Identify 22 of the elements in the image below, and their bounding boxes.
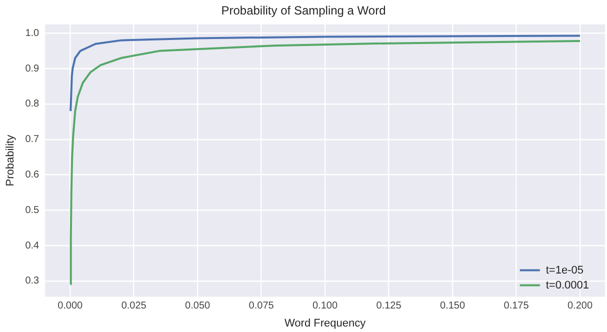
x-tick-label: 0.100 bbox=[312, 300, 338, 312]
x-tick-label: 0.025 bbox=[121, 300, 147, 312]
x-axis-title: Word Frequency bbox=[284, 317, 366, 330]
x-tick-label: 0.050 bbox=[185, 300, 211, 312]
y-tick-label: 0.8 bbox=[25, 98, 40, 110]
y-tick-label: 0.6 bbox=[25, 170, 40, 180]
legend-label: t=1e-05 bbox=[546, 264, 584, 276]
y-tick-label: 0.5 bbox=[25, 204, 40, 216]
chart-title: Probability of Sampling a Word bbox=[221, 4, 386, 18]
x-tick-label: 0.000 bbox=[58, 300, 84, 312]
y-tick-label: 0.4 bbox=[25, 240, 40, 252]
legend-label: t=0.0001 bbox=[546, 279, 589, 292]
y-tick-label: 0.3 bbox=[25, 276, 40, 287]
x-tick-label: 0.175 bbox=[504, 300, 530, 312]
x-tick-label: 0.150 bbox=[440, 300, 466, 312]
y-tick-label: 0.7 bbox=[25, 134, 40, 146]
x-tick-label: 0.125 bbox=[376, 300, 402, 312]
x-tick-label: 0.075 bbox=[248, 300, 274, 312]
x-tick-label: 0.200 bbox=[568, 300, 593, 312]
y-tick-label: 0.9 bbox=[25, 63, 40, 74]
y-tick-label: 1.0 bbox=[25, 28, 40, 39]
y-axis-title: Probability bbox=[4, 134, 17, 186]
